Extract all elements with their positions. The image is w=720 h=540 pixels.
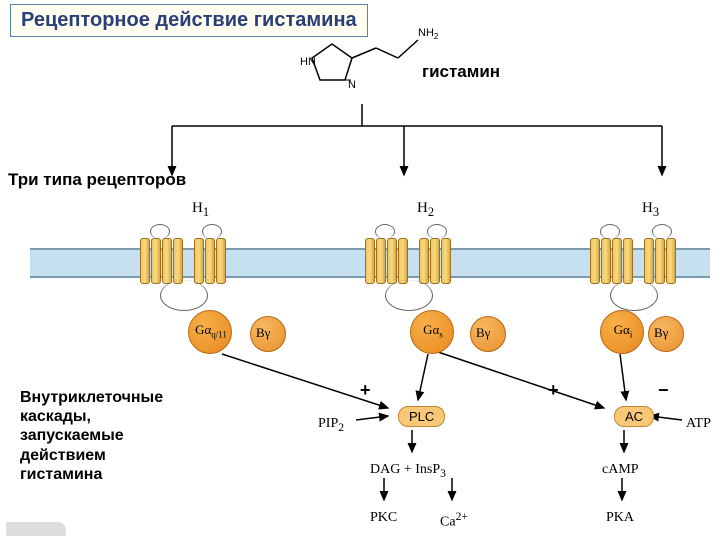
pathway-text-4: ATP bbox=[686, 416, 711, 432]
receptor-3-loop-top bbox=[600, 224, 620, 239]
receptor-section-label: Три типа рецепторов bbox=[8, 170, 186, 190]
receptor-1-barrel-5 bbox=[194, 238, 204, 284]
receptor-1-barrel-4 bbox=[173, 238, 183, 284]
receptor-2-barrel-3 bbox=[387, 238, 397, 284]
pathway-text-0: PIP2 bbox=[318, 416, 344, 434]
receptor-label-h2: H2 bbox=[417, 200, 434, 220]
receptor-1-barrel-6 bbox=[205, 238, 215, 284]
receptor-3-loop-top bbox=[652, 224, 672, 239]
pathway-text-6: PKA bbox=[606, 510, 634, 526]
receptor-2-loop-bottom bbox=[385, 280, 433, 311]
receptor-1-loop-bottom bbox=[160, 280, 208, 311]
atom-nh2: NH2 bbox=[418, 27, 439, 41]
g-alpha-label-2: Gαs bbox=[414, 322, 452, 340]
ligand-label: гистамин bbox=[422, 62, 500, 82]
receptor-2-loop-top bbox=[375, 224, 395, 239]
sign-0: + bbox=[360, 380, 371, 401]
receptor-1-loop-top bbox=[150, 224, 170, 239]
receptor-2-loop-top bbox=[427, 224, 447, 239]
receptor-3-barrel-3 bbox=[612, 238, 622, 284]
receptor-3-barrel-7 bbox=[666, 238, 676, 284]
receptor-3-barrel-2 bbox=[601, 238, 611, 284]
effector-ac: AC bbox=[614, 406, 654, 427]
receptor-label-h3: H3 bbox=[642, 200, 659, 220]
receptor-1-barrel-1 bbox=[140, 238, 150, 284]
receptor-3-barrel-4 bbox=[623, 238, 633, 284]
receptor-3-barrel-5 bbox=[644, 238, 654, 284]
corner-decoration bbox=[6, 522, 66, 536]
receptor-1-barrel-7 bbox=[216, 238, 226, 284]
receptor-2-barrel-2 bbox=[376, 238, 386, 284]
cascade-label: Внутриклеточные каскады, запускаемые дей… bbox=[20, 388, 190, 484]
receptor-3-barrel-6 bbox=[655, 238, 665, 284]
effector-plc: PLC bbox=[398, 406, 445, 427]
pathway-text-5: cAMP bbox=[602, 462, 639, 478]
pathway-text-1: DAG + InsP3 bbox=[370, 462, 446, 480]
g-betagamma-label-2: Bγ bbox=[476, 325, 490, 341]
sign-1: + bbox=[548, 380, 559, 401]
histamine-structure: HN N NH2 bbox=[300, 10, 440, 100]
atom-hn: HN bbox=[300, 56, 316, 68]
receptor-2-barrel-5 bbox=[419, 238, 429, 284]
receptor-2-barrel-7 bbox=[441, 238, 451, 284]
receptor-1-loop-top bbox=[202, 224, 222, 239]
receptor-3-barrel-1 bbox=[590, 238, 600, 284]
pathway-text-3: Ca2+ bbox=[440, 510, 468, 531]
pathway-text-2: PKC bbox=[370, 510, 397, 526]
receptor-1-barrel-2 bbox=[151, 238, 161, 284]
g-alpha-label-3: Gαi bbox=[604, 322, 642, 340]
receptor-3-loop-bottom bbox=[610, 280, 658, 311]
receptor-2-barrel-6 bbox=[430, 238, 440, 284]
receptor-2-barrel-4 bbox=[398, 238, 408, 284]
receptor-label-h1: H1 bbox=[192, 200, 209, 220]
sign-2: − bbox=[658, 380, 669, 401]
g-betagamma-label-3: Bγ bbox=[654, 325, 668, 341]
receptor-1-barrel-3 bbox=[162, 238, 172, 284]
atom-n: N bbox=[348, 79, 356, 91]
g-alpha-label-1: Gαq/11 bbox=[192, 322, 230, 340]
g-betagamma-label-1: Bγ bbox=[256, 325, 270, 341]
receptor-2-barrel-1 bbox=[365, 238, 375, 284]
